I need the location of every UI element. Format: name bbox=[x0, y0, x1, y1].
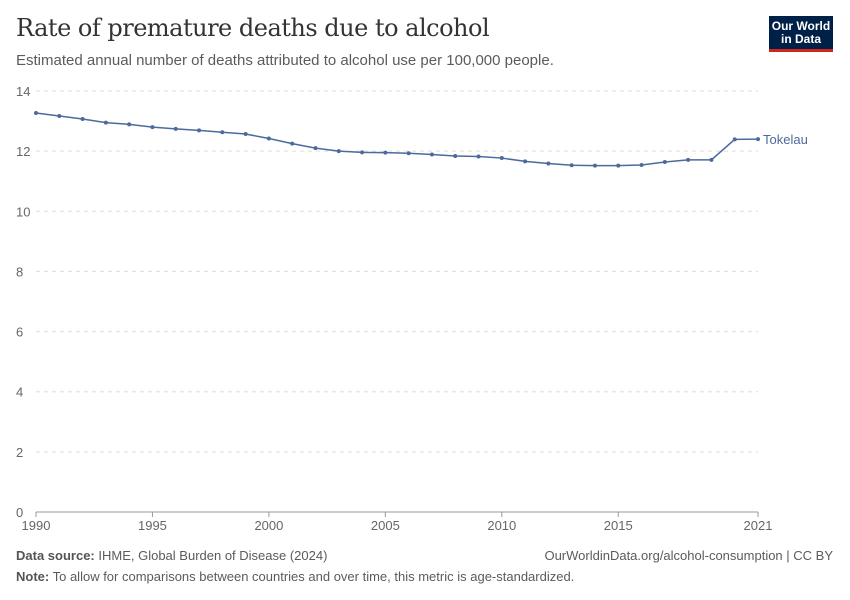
data-point bbox=[662, 159, 667, 164]
y-tick-label: 4 bbox=[16, 385, 23, 400]
data-source: Data source: IHME, Global Burden of Dise… bbox=[16, 548, 327, 563]
data-point bbox=[173, 126, 178, 131]
data-point bbox=[429, 152, 434, 157]
source-url[interactable]: OurWorldinData.org/alcohol-consumption |… bbox=[544, 548, 833, 563]
data-point bbox=[732, 137, 737, 142]
y-tick-label: 2 bbox=[16, 445, 23, 460]
data-point bbox=[243, 132, 248, 137]
source-text: IHME, Global Burden of Disease (2024) bbox=[98, 548, 328, 563]
data-point bbox=[103, 120, 108, 125]
y-tick-label: 12 bbox=[16, 144, 30, 159]
data-point bbox=[80, 116, 85, 121]
x-tick-label: 2005 bbox=[371, 518, 400, 533]
y-tick-label: 8 bbox=[16, 264, 23, 279]
y-tick-label: 6 bbox=[16, 325, 23, 340]
data-point bbox=[290, 141, 295, 146]
data-point bbox=[383, 150, 388, 155]
note-text: To allow for comparisons between countri… bbox=[52, 569, 575, 584]
data-point bbox=[336, 149, 341, 154]
data-point bbox=[266, 136, 271, 141]
note: Note: To allow for comparisons between c… bbox=[16, 569, 574, 584]
chart-subtitle: Estimated annual number of deaths attrib… bbox=[16, 52, 554, 69]
data-point bbox=[639, 162, 644, 167]
series-line bbox=[35, 112, 759, 167]
x-tick-label: 2000 bbox=[254, 518, 283, 533]
data-point bbox=[476, 154, 481, 159]
x-tick-label: 2015 bbox=[604, 518, 633, 533]
owid-logo[interactable]: Our World in Data bbox=[769, 16, 833, 52]
data-point bbox=[406, 151, 411, 156]
data-point bbox=[313, 146, 318, 151]
data-point bbox=[34, 110, 38, 115]
y-tick-label: 0 bbox=[16, 505, 23, 520]
data-point bbox=[360, 150, 365, 155]
logo-text: Our World in Data bbox=[771, 19, 831, 46]
data-point bbox=[150, 125, 155, 130]
data-point bbox=[57, 113, 62, 118]
data-point bbox=[453, 153, 458, 158]
data-point bbox=[499, 156, 504, 161]
data-point bbox=[220, 130, 225, 135]
data-point bbox=[686, 157, 691, 162]
x-tick-label: 1990 bbox=[22, 518, 51, 533]
x-tick-label: 1995 bbox=[138, 518, 167, 533]
x-tick-label: 2010 bbox=[487, 518, 516, 533]
note-label: Note: bbox=[16, 569, 50, 584]
data-point bbox=[709, 157, 714, 162]
data-point bbox=[569, 163, 574, 168]
series-label: Tokelau bbox=[763, 132, 808, 147]
data-point bbox=[756, 137, 760, 142]
y-tick-label: 14 bbox=[16, 84, 30, 99]
y-tick-label: 10 bbox=[16, 204, 30, 219]
chart-title: Rate of premature deaths due to alcohol bbox=[16, 14, 490, 42]
x-tick-label: 2021 bbox=[744, 518, 773, 533]
data-point bbox=[127, 122, 132, 127]
source-label: Data source: bbox=[16, 548, 95, 563]
data-point bbox=[546, 161, 551, 166]
data-point bbox=[592, 163, 597, 168]
data-point bbox=[197, 128, 202, 133]
data-point bbox=[616, 163, 621, 168]
data-point bbox=[523, 159, 528, 164]
